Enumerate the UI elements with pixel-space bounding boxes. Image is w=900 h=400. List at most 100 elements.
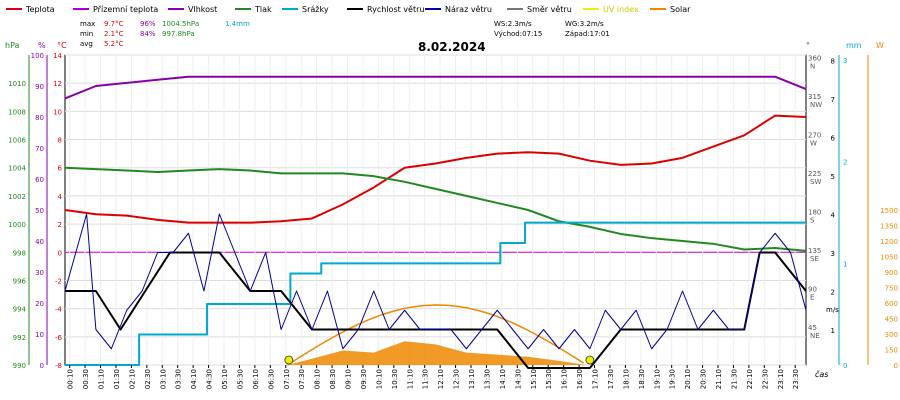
- stats-min-press: 997.8hPa: [162, 30, 195, 38]
- x-tick-label: 12:30: [453, 369, 461, 389]
- direction-tick-dir: N: [810, 63, 815, 71]
- x-tick-label: 16:10: [561, 369, 569, 389]
- pressure-tick-label: 992: [13, 334, 26, 342]
- direction-tick-label: 360: [808, 55, 821, 63]
- humidity-tick-label: 80: [35, 114, 44, 122]
- x-tick-label: 04:10: [190, 369, 198, 389]
- stats-min-label: min: [80, 30, 93, 38]
- series-tlak: [64, 166, 807, 252]
- solar-tick-label: 1500: [880, 207, 898, 215]
- wind-tick-label: 3: [831, 250, 835, 258]
- pressure-tick-label: 998: [13, 249, 26, 257]
- pressure-tick-label: 1004: [8, 165, 26, 173]
- pressure-tick-label: 994: [13, 306, 27, 314]
- legend-item-solar: Solar: [650, 5, 691, 14]
- humidity-tick-label: 90: [35, 83, 44, 91]
- x-tick-label: 04:30: [206, 369, 214, 389]
- x-tick-label: 22:10: [746, 369, 754, 389]
- grid: [65, 54, 806, 366]
- temperature-tick-label: 4: [58, 193, 63, 201]
- x-tick-label: 02:30: [144, 369, 152, 389]
- direction-unit: °: [806, 41, 810, 50]
- direction-tick-dir: S: [810, 217, 815, 225]
- solar-tick-label: 450: [885, 316, 898, 324]
- series-teplota: [64, 114, 807, 224]
- stats-max-temp: 9.7°C: [104, 20, 124, 28]
- x-tick-label: 18:30: [638, 369, 646, 389]
- series-vlhkost: [64, 75, 807, 100]
- direction-tick-label: 270: [808, 132, 821, 140]
- x-tick-label: 11:30: [422, 369, 430, 389]
- solar-tick-label: 150: [885, 347, 898, 355]
- svg-text:Srážky: Srážky: [302, 5, 329, 14]
- wind-tick-label: 4: [831, 212, 836, 220]
- x-tick-label: 09:10: [345, 369, 353, 389]
- temperature-tick-label: 8: [58, 137, 62, 145]
- x-tick-label: 14:30: [514, 369, 522, 389]
- x-tick-label: 15:30: [545, 369, 553, 389]
- x-tick-label: 23:10: [777, 369, 785, 389]
- humidity-tick-label: 30: [35, 269, 44, 277]
- wind-tick-label: 1: [831, 327, 835, 335]
- x-tick-label: 18:10: [622, 369, 630, 389]
- direction-tick-label: 135: [808, 247, 821, 255]
- x-tick-label: 21:10: [715, 369, 723, 389]
- rain-unit: mm: [846, 41, 862, 50]
- wind-tick-label: 2: [831, 289, 835, 297]
- legend-item-naraz-vetru: Náraz větru: [425, 5, 492, 14]
- legend-item-srazky: Srážky: [282, 5, 329, 14]
- svg-text:Směr větru: Směr větru: [527, 5, 572, 14]
- pressure-tick-label: 1008: [8, 108, 26, 116]
- sunrise-marker: [284, 355, 294, 365]
- legend-item-prizemni-teplota: Přízemní teplota: [73, 5, 158, 14]
- temperature-tick-label: 0: [58, 249, 62, 257]
- x-tick-label: 01:30: [113, 369, 121, 389]
- series-sr-ky: [65, 221, 806, 366]
- wind-tick-label: 6: [831, 135, 836, 143]
- legend-item-vlhkost: Vlhkost: [168, 5, 217, 14]
- rain-tick-label: 3: [843, 57, 847, 65]
- rain-tick-label: 1: [843, 260, 847, 268]
- humidity-tick-label: 50: [35, 207, 44, 215]
- direction-tick-label: 90: [808, 286, 817, 294]
- x-tick-label: 10:10: [375, 369, 383, 389]
- pressure-tick-label: 1002: [8, 193, 26, 201]
- stats-avg-temp: 5.2°C: [104, 40, 124, 48]
- solar-tick-label: 0: [894, 362, 898, 370]
- solar-theoretical-curve: [286, 304, 585, 366]
- wind-tick-label: 7: [831, 96, 835, 104]
- x-tick-label: 17:30: [607, 369, 615, 389]
- temperature-tick-label: 2: [58, 221, 62, 229]
- temperature-tick-label: 12: [53, 80, 62, 88]
- stats-min-hum: 84%: [140, 30, 156, 38]
- x-tick-label: 08:10: [314, 369, 322, 389]
- x-tick-label: 06:10: [252, 369, 260, 389]
- x-tick-label: 08:30: [329, 369, 337, 389]
- solar-tick-label: 1050: [880, 254, 898, 262]
- series-layer: [64, 75, 807, 369]
- stats-wg: WG:3.2m/s: [565, 20, 604, 28]
- x-tick-label: 19:30: [669, 369, 677, 389]
- x-tick-label: 01:10: [98, 369, 106, 389]
- wind-tick-label: 8: [831, 58, 835, 66]
- x-tick-label: 13:30: [483, 369, 491, 389]
- direction-tick-label: 180: [808, 209, 821, 217]
- solar-area: [287, 341, 587, 365]
- legend-item-teplota: Teplota: [6, 5, 55, 14]
- direction-tick-dir: NW: [810, 101, 822, 109]
- direction-tick-dir: E: [810, 294, 814, 302]
- legend-item-uv-index: UV index: [583, 5, 639, 14]
- solar-unit: W: [876, 41, 884, 50]
- svg-text:Vlhkost: Vlhkost: [188, 5, 217, 14]
- x-tick-label: 07:10: [283, 369, 291, 389]
- x-tick-label: 22:30: [761, 369, 769, 389]
- chart-title: 8.02.2024: [418, 40, 486, 54]
- solar-tick-label: 600: [885, 300, 898, 308]
- stats-avg-label: avg: [80, 40, 93, 48]
- direction-tick-dir: SE: [810, 255, 819, 263]
- temperature-tick-label: 10: [53, 108, 62, 116]
- x-tick-label: 20:30: [700, 369, 708, 389]
- temperature-tick-label: 6: [58, 165, 63, 173]
